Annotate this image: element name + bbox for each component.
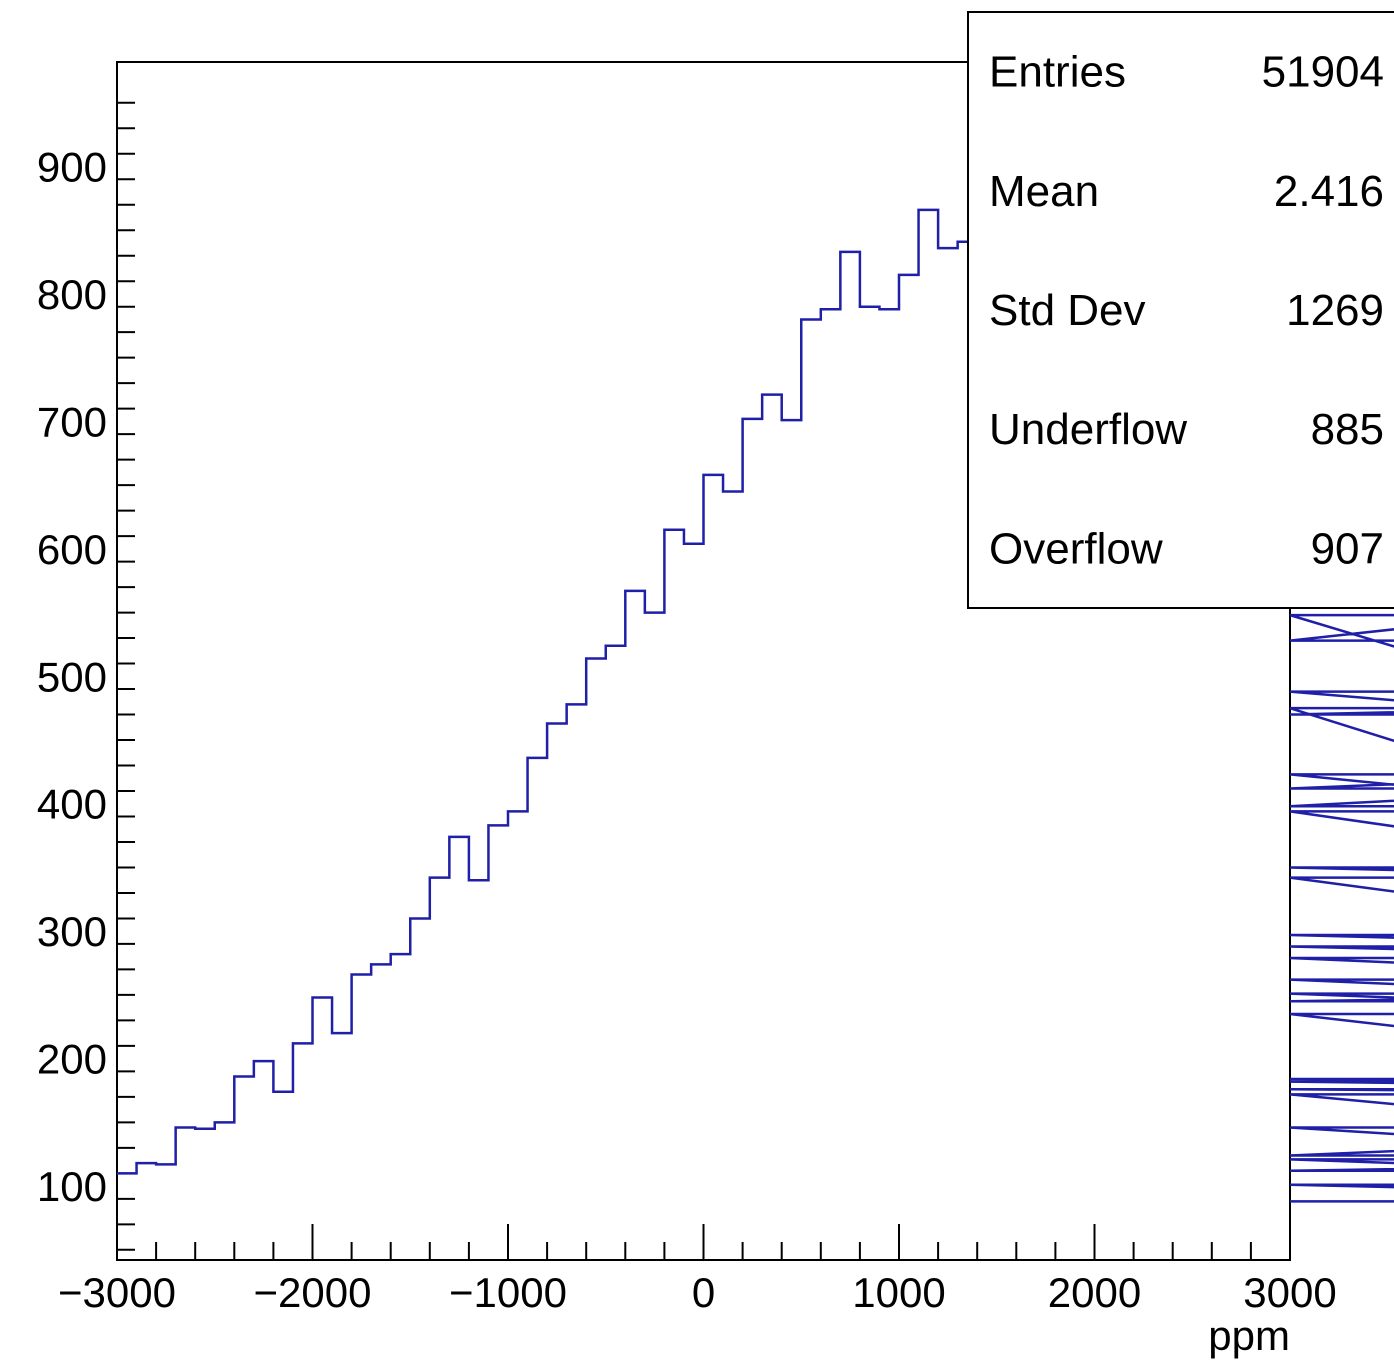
stats-label: Std Dev bbox=[989, 286, 1146, 335]
stats-value: 2.416 bbox=[1274, 167, 1384, 216]
y-tick-label: 800 bbox=[37, 271, 107, 318]
y-tick-label: 300 bbox=[37, 908, 107, 955]
x-tick-label: 2000 bbox=[1048, 1269, 1141, 1316]
y-tick-label: 500 bbox=[37, 653, 107, 700]
y-axis: 100 200 300 400 500 600 700 800 900 bbox=[37, 101, 135, 1251]
stats-label: Mean bbox=[989, 167, 1099, 216]
y-tick-label: 600 bbox=[37, 526, 107, 573]
stats-value: 885 bbox=[1311, 405, 1384, 454]
stats-value: 1269 bbox=[1286, 286, 1384, 335]
x-tick-label: −2000 bbox=[254, 1269, 372, 1316]
x-axis: −3000 −2000 −1000 0 1000 2000 3000 bbox=[58, 1224, 1337, 1316]
stats-value: 907 bbox=[1311, 524, 1384, 573]
y-tick-label: 200 bbox=[37, 1036, 107, 1083]
stats-value: 51904 bbox=[1262, 48, 1384, 97]
y-tick-label: 700 bbox=[37, 398, 107, 445]
stats-label: Entries bbox=[989, 48, 1126, 97]
stats-label: Overflow bbox=[989, 524, 1163, 573]
y-tick-label: 900 bbox=[37, 144, 107, 191]
stats-box: Entries 51904 Mean 2.416 Std Dev 1269 Underflo… bbox=[967, 11, 1394, 609]
x-tick-label: 0 bbox=[692, 1269, 715, 1316]
stats-box-frame bbox=[967, 11, 1394, 609]
y-tick-label: 100 bbox=[37, 1163, 107, 1210]
x-tick-label: 3000 bbox=[1243, 1269, 1336, 1316]
x-axis-title: ppm bbox=[1208, 1312, 1290, 1359]
y-tick-label: 400 bbox=[37, 781, 107, 828]
x-tick-label: −3000 bbox=[58, 1269, 176, 1316]
stats-label: Underflow bbox=[989, 405, 1187, 454]
x-tick-label: 1000 bbox=[852, 1269, 945, 1316]
x-tick-label: −1000 bbox=[449, 1269, 567, 1316]
